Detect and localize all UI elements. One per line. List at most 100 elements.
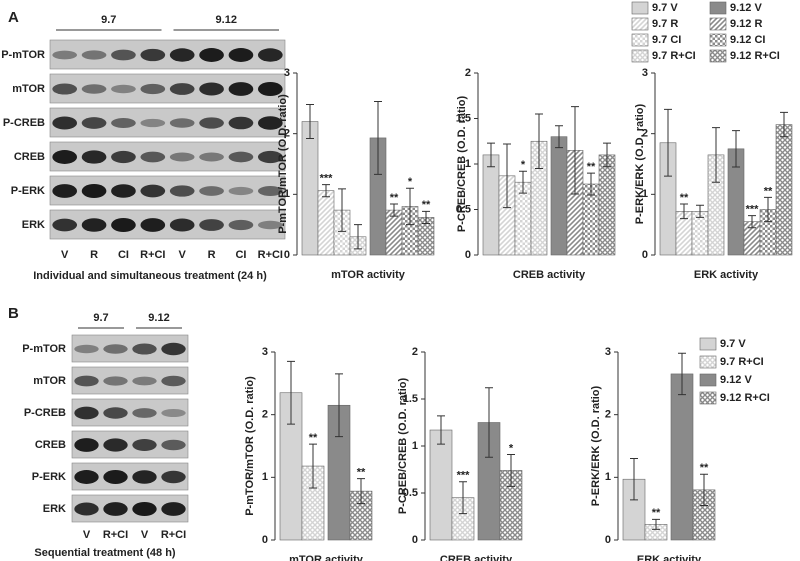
legend-swatch [699, 373, 717, 387]
y-tick-label: 2 [284, 128, 290, 140]
blot-band [169, 83, 195, 95]
legend-swatch [699, 337, 717, 351]
significance-label: ** [700, 462, 709, 474]
y-tick-label: 3 [642, 67, 648, 79]
lane-label: R+CI [161, 529, 186, 541]
blot-band [103, 438, 128, 452]
blot-row-label: CREB [14, 151, 45, 163]
blot-band [132, 376, 157, 386]
y-tick-label: 0 [605, 534, 611, 546]
error-bar [390, 203, 398, 217]
blot-band [103, 376, 128, 386]
x-axis-label: CREB activity [513, 269, 586, 281]
blot-band [81, 50, 107, 60]
bar [385, 209, 403, 256]
blot-band [161, 408, 186, 418]
blot-band [103, 470, 128, 484]
y-tick-label: 0.5 [456, 203, 471, 215]
significance-label: ** [587, 161, 596, 173]
bar [598, 154, 616, 256]
blot-band [257, 116, 283, 130]
error-bar [664, 108, 672, 177]
y-tick-label: 2 [465, 67, 471, 79]
blot-band [169, 48, 195, 62]
error-bar [338, 188, 346, 232]
error-bar [571, 106, 579, 195]
significance-label: ** [764, 185, 773, 197]
error-bar [764, 196, 772, 223]
y-tick-label: 0 [412, 534, 418, 546]
blot-row-label: P-ERK [32, 471, 66, 483]
y-axis-label: P-CREB/CREB (O.D. ratio) [456, 96, 468, 233]
legend-label: 9.12 V [730, 2, 762, 14]
y-tick-label: 1 [605, 471, 611, 483]
x-axis-label: ERK activity [694, 269, 759, 281]
blot-band [103, 344, 128, 354]
significance-label: ** [680, 192, 689, 204]
y-tick-label: 3 [262, 346, 268, 358]
error-bar [422, 210, 430, 224]
blot-band [81, 218, 107, 232]
blot-band [140, 118, 166, 128]
bar [775, 124, 793, 256]
significance-label: *** [746, 203, 760, 215]
error-bar [748, 215, 756, 229]
blot-band [111, 184, 136, 198]
error-bar [437, 415, 445, 445]
error-bar [630, 458, 638, 501]
blot-band [81, 84, 107, 94]
blot-band [74, 375, 99, 387]
legend-label: 9.12 R [730, 18, 762, 30]
error-bar [357, 478, 365, 505]
blot-band [257, 48, 283, 62]
blot-band [161, 470, 186, 484]
legend-swatch [631, 49, 649, 63]
blot-band [199, 152, 224, 162]
blot-band [257, 82, 283, 96]
error-bar [700, 473, 708, 507]
blot-band [74, 502, 99, 516]
significance-label: * [521, 159, 526, 171]
blot-band [257, 150, 283, 164]
legend-swatch [631, 33, 649, 47]
blot-band [52, 83, 78, 95]
lane-label: V [179, 249, 187, 261]
y-tick-label: 2 [605, 409, 611, 421]
blot-band [132, 470, 157, 484]
blot-band [74, 344, 99, 354]
blot-band [81, 184, 107, 198]
blot-band [161, 342, 186, 356]
error-bar [322, 184, 330, 198]
blot-band [199, 82, 224, 96]
blot-band [228, 82, 254, 96]
blot-band [140, 218, 166, 232]
y-tick-label: 3 [605, 346, 611, 358]
blot-band [111, 150, 136, 164]
blot-band [228, 151, 254, 163]
y-tick-label: 1.5 [456, 112, 471, 124]
legend-swatch [709, 49, 727, 63]
blot-band [74, 438, 99, 452]
bar [550, 136, 568, 256]
y-axis-label: P-ERK/ERK (O.D. ratio) [634, 103, 646, 224]
y-tick-label: 0 [262, 534, 268, 546]
error-bar [603, 142, 611, 168]
blot-band [132, 343, 157, 355]
error-bar [459, 481, 467, 515]
error-bar [485, 387, 493, 458]
blot-band [52, 218, 78, 232]
lane-label: R [90, 249, 98, 261]
x-axis-label: CREB activity [440, 554, 513, 561]
y-axis-label: P-CREB/CREB (O.D. ratio) [397, 378, 409, 515]
blot-band [74, 470, 99, 484]
bar [429, 429, 453, 541]
error-bar [406, 187, 414, 226]
blot-band [74, 406, 99, 420]
legend-swatch [699, 355, 717, 369]
blot-caption: Sequential treatment (48 h) [34, 547, 176, 559]
group-label: 9.12 [216, 14, 237, 26]
blot-band [52, 50, 78, 60]
error-bar [587, 172, 595, 196]
x-axis-label: ERK activity [637, 554, 702, 561]
blot-band [161, 502, 186, 516]
